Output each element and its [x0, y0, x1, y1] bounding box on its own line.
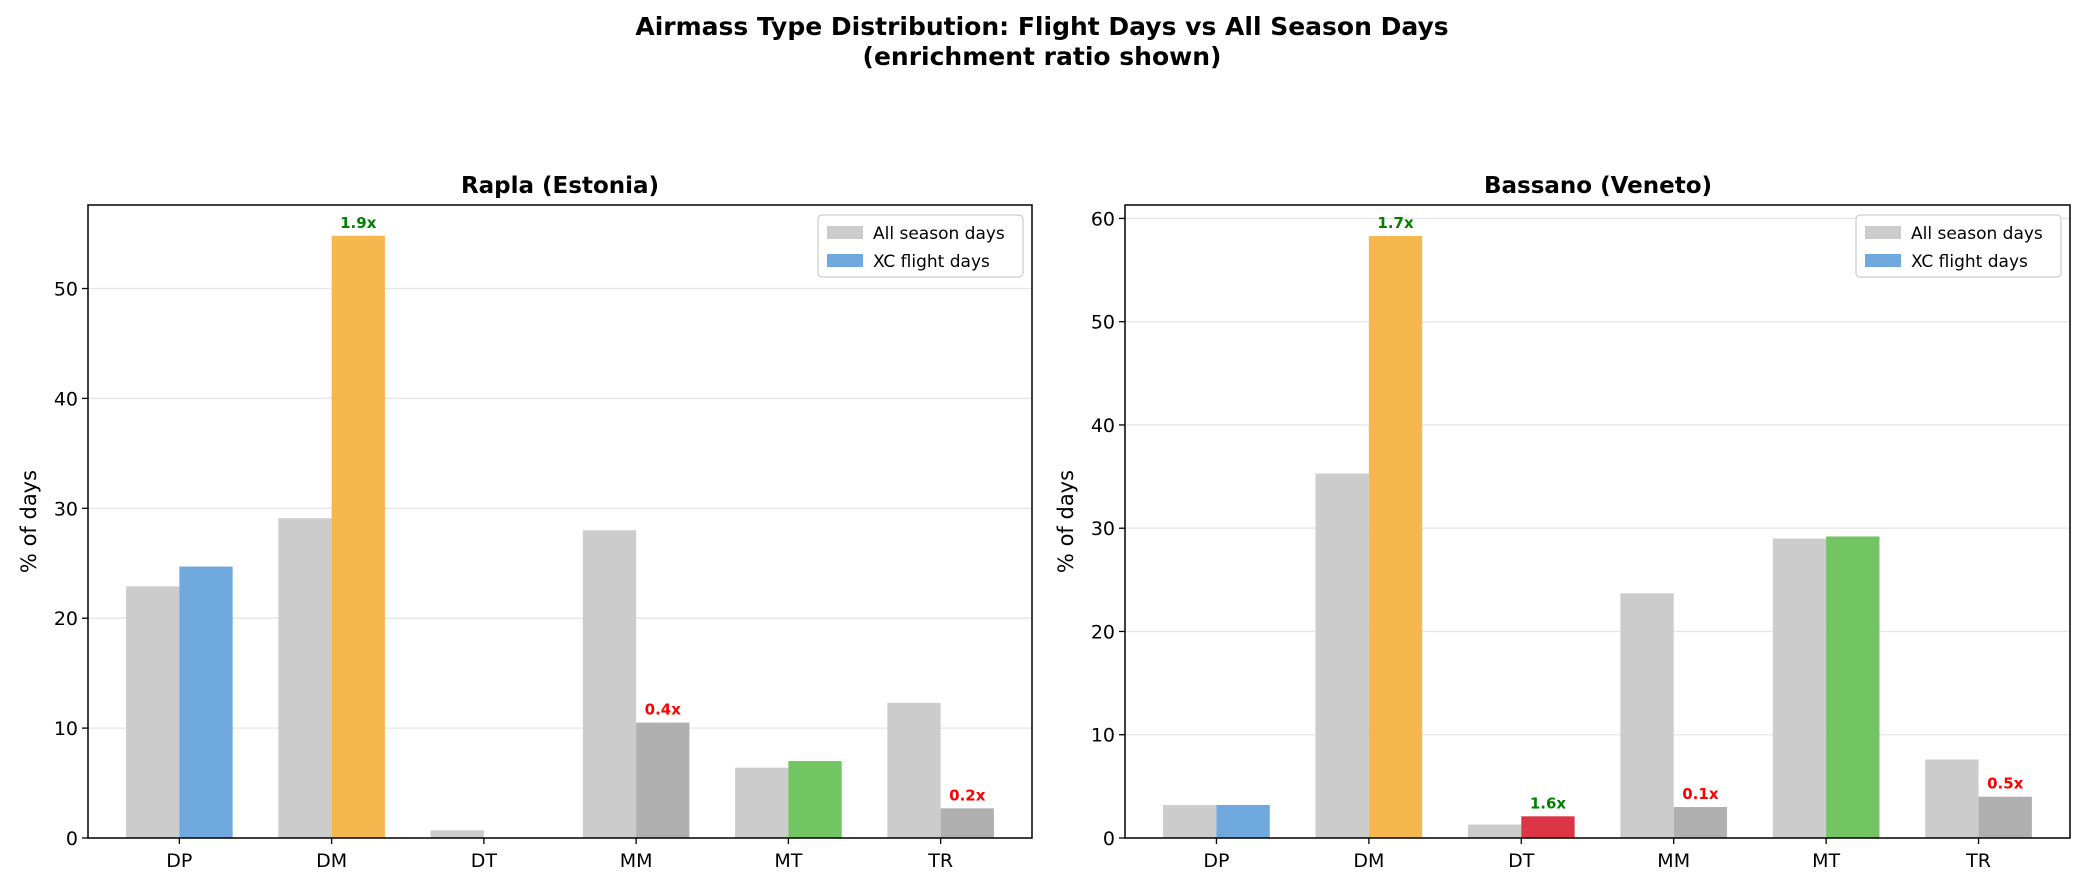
bar-all-season-DP	[1163, 804, 1217, 838]
y-tick-label: 50	[54, 279, 78, 301]
bar-xc-flight-DP	[1216, 804, 1270, 838]
legend-swatch-1	[827, 254, 863, 267]
x-tick-label: DT	[471, 850, 498, 872]
x-tick-label: DT	[1508, 850, 1535, 872]
figure-title: Airmass Type Distribution: Flight Days v…	[635, 12, 1448, 41]
legend-label-0: All season days	[1911, 224, 2043, 244]
bar-xc-flight-TR	[1978, 796, 2032, 838]
x-tick-label: MT	[1812, 850, 1840, 872]
y-axis-label: % of days	[17, 470, 41, 573]
legend-box	[817, 214, 1024, 278]
ratio-label-TR: 0.2x	[949, 786, 986, 804]
bar-all-season-DM	[278, 518, 332, 838]
bar-all-season-DM	[1315, 473, 1369, 838]
x-tick-label: DM	[1353, 850, 1384, 872]
y-tick-label: 40	[1091, 415, 1115, 437]
bar-all-season-TR	[887, 702, 941, 838]
bar-all-season-TR	[1925, 759, 1979, 838]
bar-xc-flight-DM	[1368, 235, 1423, 839]
ratio-label-TR: 0.5x	[1987, 775, 2024, 793]
axes-frame	[87, 204, 1033, 839]
y-tick-label: 10	[54, 718, 78, 740]
ratio-label-DT: 1.6x	[1530, 794, 1567, 812]
legend-label-1: XC flight days	[1911, 252, 2028, 272]
y-tick-label: 20	[54, 608, 78, 630]
panel-title-left: Rapla (Estonia)	[461, 173, 659, 199]
legend-swatch-0	[1865, 226, 1901, 239]
bar-all-season-MM	[1620, 593, 1674, 838]
bar-all-season-MT	[1772, 538, 1827, 838]
panel-left: 0 10 20 30 40 50 DP 1.9x DM DT 0.4x MM MT 0.2x TR % of …	[17, 204, 1033, 872]
bar-xc-flight-TR	[940, 808, 994, 838]
bar-xc-flight-DP	[179, 566, 233, 838]
figure-subtitle: (enrichment ratio shown)	[863, 42, 1222, 71]
legend-swatch-0	[827, 226, 863, 239]
axes-frame	[1124, 204, 2071, 839]
legend-swatch-1	[1865, 254, 1901, 267]
y-tick-label: 60	[1091, 208, 1115, 230]
ratio-label-DM: 1.7x	[1377, 214, 1414, 232]
y-tick-label: 0	[1103, 828, 1115, 850]
y-tick-label: 40	[54, 388, 78, 410]
legend-label-0: All season days	[873, 224, 1005, 244]
bar-xc-flight-DT	[1521, 816, 1575, 838]
x-tick-label: MT	[774, 850, 802, 872]
bar-all-season-DP	[126, 586, 180, 838]
y-tick-label: 0	[66, 828, 78, 850]
bar-all-season-MM	[582, 530, 637, 838]
x-tick-label: TR	[1965, 850, 1991, 872]
ratio-label-MM: 0.4x	[645, 701, 682, 719]
x-tick-label: MM	[1657, 850, 1690, 872]
panel-title-right: Bassano (Veneto)	[1484, 173, 1712, 199]
x-tick-label: MM	[620, 850, 653, 872]
ratio-label-MM: 0.1x	[1682, 785, 1719, 803]
panel-right: 0 10 20 30 40 50 60 DP 1.7x DM 1.6x DT 0.1x MM MT 0.5x T…	[1054, 204, 2071, 872]
x-tick-label: DP	[1203, 850, 1229, 872]
y-tick-label: 20	[1091, 621, 1115, 643]
legend-label-1: XC flight days	[873, 252, 990, 272]
bar-xc-flight-MT	[788, 761, 842, 838]
bar-all-season-DT	[1467, 824, 1522, 838]
legend-box	[1855, 214, 2062, 278]
bar-all-season-MT	[735, 767, 789, 838]
y-tick-label: 30	[1091, 518, 1115, 540]
bar-xc-flight-MM	[1673, 807, 1728, 838]
bar-all-season-DT	[430, 830, 484, 838]
y-tick-label: 50	[1091, 312, 1115, 334]
y-tick-label: 30	[54, 498, 78, 520]
bar-xc-flight-MT	[1826, 536, 1880, 838]
bar-xc-flight-MM	[636, 722, 690, 838]
y-axis-label: % of days	[1054, 470, 1078, 573]
y-tick-label: 10	[1091, 725, 1115, 747]
x-tick-label: DP	[166, 850, 192, 872]
x-tick-label: TR	[927, 850, 953, 872]
bar-xc-flight-DM	[331, 235, 385, 839]
ratio-label-DM: 1.9x	[340, 214, 377, 232]
x-tick-label: DM	[316, 850, 347, 872]
